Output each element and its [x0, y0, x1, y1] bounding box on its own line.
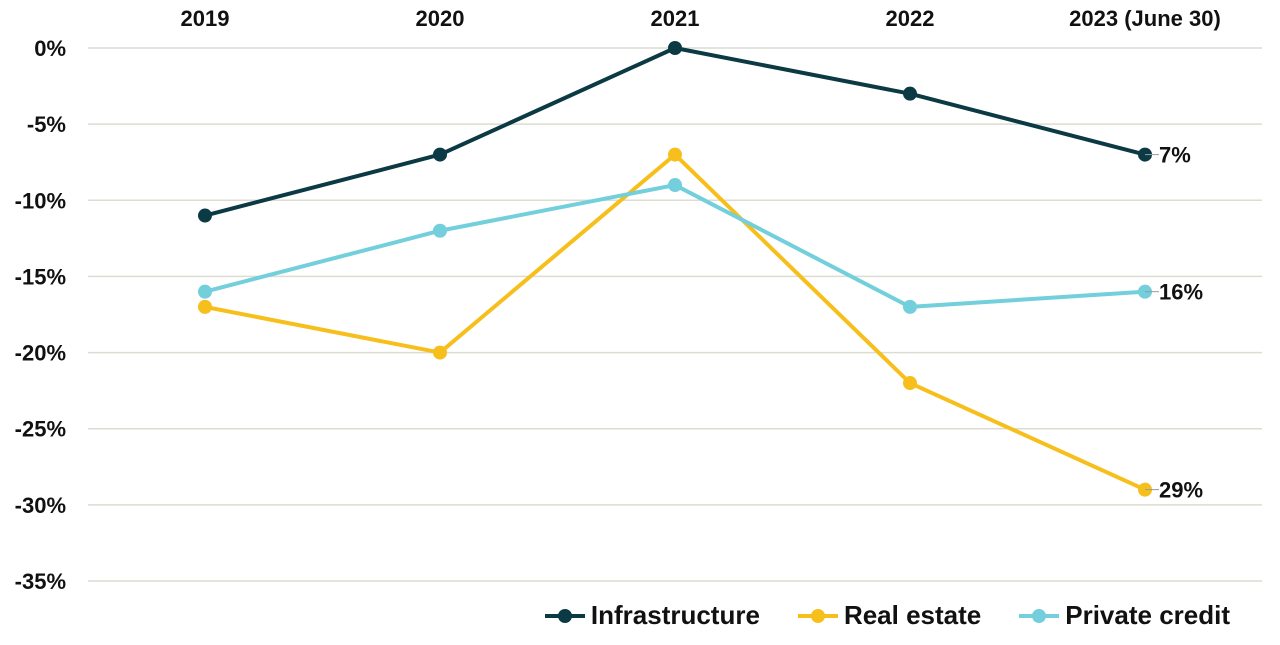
- gridlines: [88, 47, 1262, 582]
- data-point: [433, 147, 447, 162]
- data-point: [668, 178, 682, 193]
- data-point: [198, 299, 212, 314]
- x-tick-label: 2021: [651, 6, 700, 31]
- series-points: [198, 41, 1152, 497]
- series-line: [204, 183, 1146, 309]
- y-tick-label: 0%: [34, 36, 66, 61]
- y-tick-label: -10%: [15, 188, 66, 213]
- data-point: [903, 86, 917, 101]
- legend-swatch-infrastructure: [544, 608, 585, 624]
- legend-label: Infrastructure: [590, 600, 760, 630]
- legend-item-private-credit: Private credit: [1019, 600, 1230, 631]
- x-tick-label: 2020: [416, 6, 465, 31]
- data-point: [433, 345, 447, 360]
- legend-label: Real estate: [843, 600, 982, 630]
- series-lines: [204, 46, 1146, 492]
- end-label: 7%: [1159, 143, 1191, 168]
- legend: Infrastructure Real estate Private credi…: [544, 600, 1230, 631]
- x-tick-label: 2023 (June 30): [1069, 6, 1221, 31]
- legend-label: Private credit: [1065, 600, 1230, 630]
- data-point: [198, 284, 212, 299]
- data-point: [198, 208, 212, 223]
- y-tick-label: -5%: [27, 112, 66, 137]
- y-tick-label: -30%: [15, 493, 66, 518]
- legend-swatch-real-estate: [797, 608, 838, 624]
- data-point: [433, 223, 447, 238]
- x-tick-label: 2022: [886, 6, 935, 31]
- end-label: 16%: [1159, 280, 1203, 305]
- series-line: [204, 152, 1146, 492]
- data-point: [903, 299, 917, 314]
- data-point: [903, 376, 917, 391]
- x-axis-ticks: 2019 2020 2021 2022 2023 (June 30): [181, 6, 1221, 31]
- x-tick-label: 2019: [181, 6, 230, 31]
- data-point: [668, 147, 682, 162]
- y-tick-label: -20%: [15, 341, 66, 366]
- end-label: 29%: [1159, 478, 1203, 503]
- legend-item-real-estate: Real estate: [797, 600, 982, 631]
- legend-item-infrastructure: Infrastructure: [544, 600, 760, 631]
- y-tick-label: -15%: [15, 264, 66, 289]
- y-axis-ticks: 0% -5% -10% -15% -20% -25% -30% -35%: [15, 36, 66, 594]
- y-tick-label: -25%: [15, 417, 66, 442]
- data-point: [668, 41, 682, 55]
- legend-swatch-private-credit: [1019, 608, 1060, 624]
- end-labels: 29% 16% 7%: [1145, 143, 1203, 503]
- y-tick-label: -35%: [15, 569, 66, 594]
